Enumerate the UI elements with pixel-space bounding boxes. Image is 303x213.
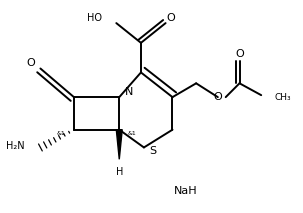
Text: O: O xyxy=(213,92,222,102)
Text: &1: &1 xyxy=(56,131,65,136)
Text: NaH: NaH xyxy=(174,186,197,196)
Text: S: S xyxy=(149,146,156,156)
Text: HO: HO xyxy=(87,13,102,23)
Text: O: O xyxy=(235,49,244,59)
Text: H₂N: H₂N xyxy=(6,141,25,151)
Text: O: O xyxy=(166,13,175,23)
Text: O: O xyxy=(26,58,35,68)
Text: CH₃: CH₃ xyxy=(275,93,291,102)
Text: H: H xyxy=(115,167,123,177)
Text: &1: &1 xyxy=(127,131,136,136)
Text: N: N xyxy=(125,87,134,97)
Polygon shape xyxy=(116,130,122,159)
